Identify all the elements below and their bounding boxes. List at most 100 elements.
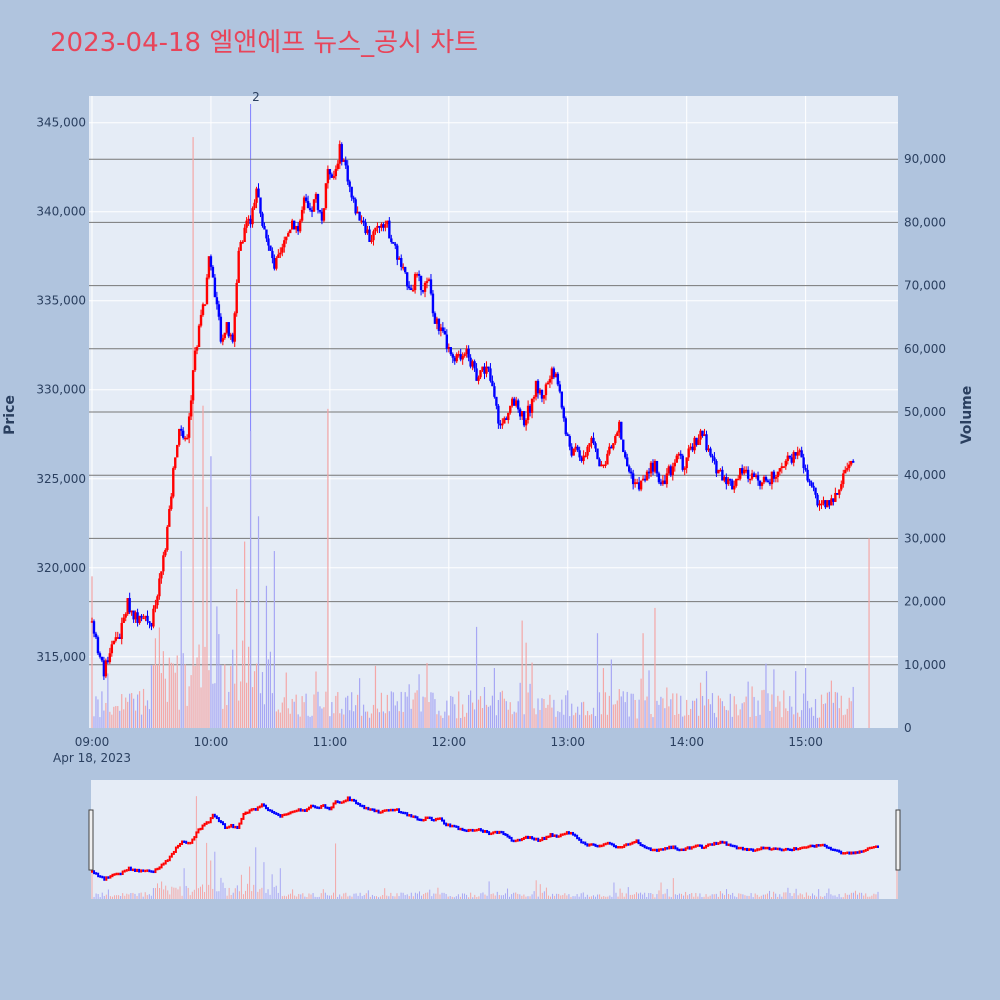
volume-tick-label: 80,000 (904, 215, 946, 229)
volume-bar (765, 663, 767, 728)
mini-candle (353, 798, 355, 802)
candle-body (802, 457, 805, 469)
mini-candle (217, 817, 220, 823)
volume-bar (154, 638, 157, 728)
volume-bar (135, 710, 137, 728)
candle-body (834, 493, 837, 502)
volume-bar (91, 576, 93, 728)
candle-body (592, 437, 595, 444)
volume-bar (325, 691, 327, 728)
candle-body (306, 201, 310, 209)
mini-candle (201, 824, 204, 830)
mini-candle (246, 811, 249, 815)
mini-volume-bar (564, 893, 566, 899)
volume-bar (182, 653, 184, 728)
candle-body (770, 471, 774, 485)
candle-body (814, 487, 817, 495)
volume-bar (648, 670, 650, 728)
candle-body (275, 258, 278, 269)
mini-volume-bar (701, 897, 703, 899)
range-slider-left-handle[interactable] (88, 809, 94, 871)
mini-candle (539, 839, 542, 842)
candle-body (451, 354, 454, 358)
candle-body (247, 218, 250, 221)
mini-volume-bar (396, 893, 398, 899)
date-label: Apr 18, 2023 (53, 751, 131, 765)
mini-candle (784, 847, 787, 851)
price-tick-label: 320,000 (36, 561, 86, 575)
mini-volume-bar (562, 894, 564, 899)
candle-body (608, 446, 611, 454)
volume-bar (257, 516, 260, 728)
candle-body (491, 380, 494, 387)
mini-volume-bar (419, 891, 420, 899)
range-slider-right-handle[interactable] (895, 809, 901, 871)
candle-body (574, 446, 577, 449)
candle-body (530, 398, 534, 413)
mini-candle (707, 843, 710, 847)
mini-candle (817, 844, 820, 847)
candle-body (273, 258, 276, 269)
mini-volume-bar (572, 896, 574, 899)
volume-bar (672, 693, 674, 728)
mini-volume-bar (654, 897, 656, 899)
volume-bar (113, 706, 115, 728)
volume-bar (515, 712, 517, 728)
candle-body (560, 391, 563, 408)
candle-body (338, 144, 341, 164)
candle-body (604, 464, 607, 467)
mini-candle (846, 851, 849, 855)
volume-bar (146, 700, 149, 728)
candle-body (836, 493, 839, 495)
mini-candle (432, 819, 435, 822)
candle-body (550, 368, 554, 380)
mini-candle (490, 832, 493, 836)
candle-body (540, 389, 544, 399)
volume-bar (426, 663, 428, 728)
mini-candle (361, 804, 364, 808)
mini-candle (438, 817, 441, 820)
mini-volume-bar (122, 893, 124, 899)
volume-bar (317, 691, 319, 728)
candle-body (340, 144, 343, 162)
candle-body (170, 496, 173, 510)
candle-body (762, 476, 766, 483)
mini-volume-bar (588, 896, 590, 899)
volume-bar (499, 692, 501, 728)
mini-candle (488, 831, 491, 836)
candle-body (818, 503, 821, 506)
candle-body (388, 220, 391, 239)
volume-bar (723, 706, 725, 728)
mini-candle (580, 838, 583, 844)
candle-body (120, 622, 123, 639)
mini-candle (508, 835, 511, 839)
mini-volume-bar (578, 896, 580, 899)
mini-candle (213, 813, 216, 818)
candle-body (344, 160, 347, 166)
volume-bar (131, 693, 133, 728)
volume-tick-label: 60,000 (904, 342, 946, 356)
mini-candle (578, 837, 581, 841)
volume-bar (793, 714, 795, 728)
mini-volume-bar (136, 895, 138, 899)
mini-volume-bar (384, 888, 386, 899)
volume-bar (319, 706, 321, 728)
volume-bar (234, 683, 236, 728)
candle-body (794, 452, 797, 456)
range-slider[interactable] (91, 780, 898, 899)
candle-body (659, 482, 663, 485)
volume-bar (636, 718, 638, 728)
candle-body (562, 407, 565, 419)
candle-body (645, 471, 649, 481)
mini-volume-bar (754, 893, 756, 899)
mini-volume-bar (760, 895, 762, 899)
candle-body (457, 354, 460, 356)
mini-volume-bar (302, 893, 304, 899)
candle-body (172, 468, 175, 497)
mini-volume-bar (693, 896, 695, 899)
mini-volume-bar (212, 888, 214, 899)
candle-body (168, 509, 171, 527)
volume-tick-label: 20,000 (904, 595, 946, 609)
candle-body (287, 233, 290, 237)
mini-candle (621, 846, 624, 849)
